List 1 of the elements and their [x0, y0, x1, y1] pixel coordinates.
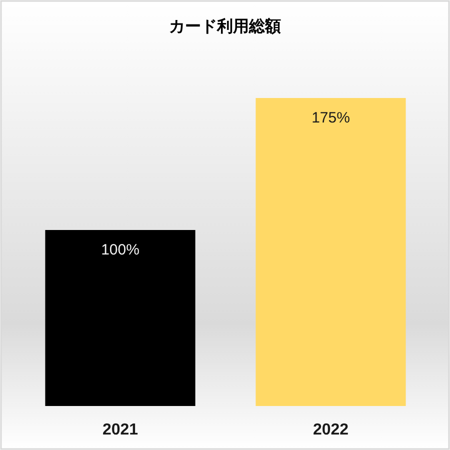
title: カード利用総額 — [169, 18, 281, 36]
